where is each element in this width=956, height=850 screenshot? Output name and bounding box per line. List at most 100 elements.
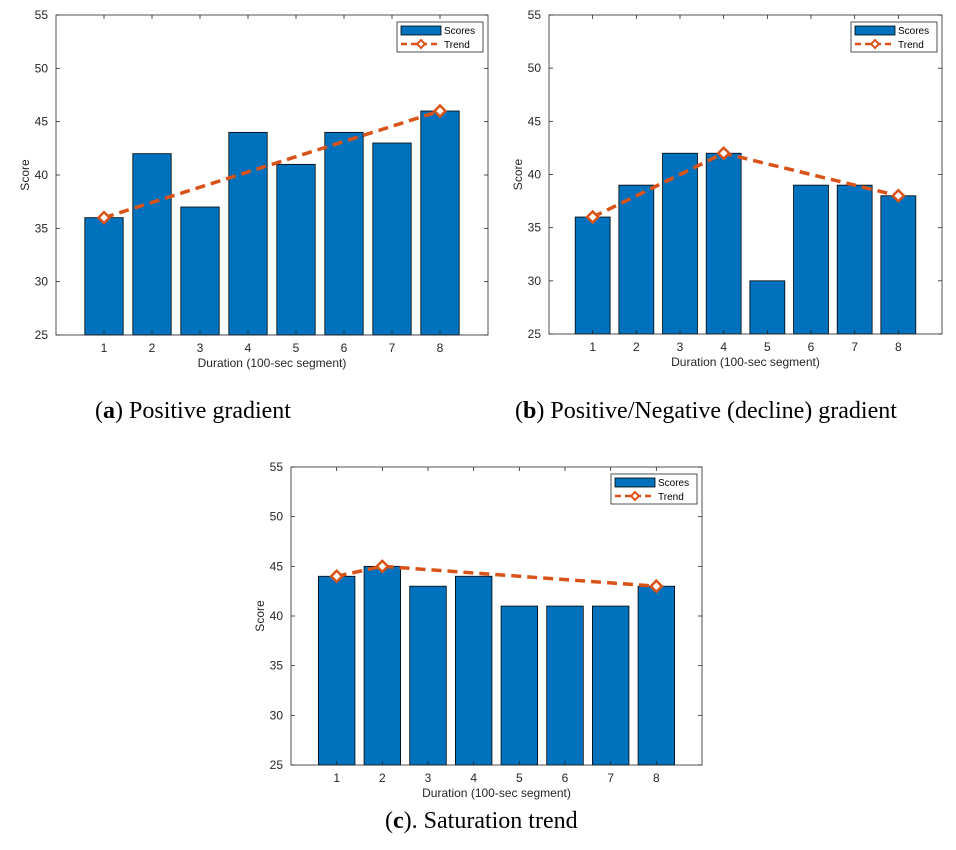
y-tick-label: 25: [270, 758, 284, 772]
trend-marker-2: [375, 559, 390, 574]
y-tick-label: 55: [35, 8, 49, 22]
x-tick-label: 1: [589, 340, 596, 354]
bar-4: [228, 131, 268, 336]
x-tick-label: 4: [720, 340, 727, 354]
legend-label-trend: Trend: [658, 492, 684, 503]
y-tick-label: 35: [35, 221, 49, 235]
legend-label-trend: Trend: [898, 40, 924, 51]
y-tick-label: 50: [270, 510, 284, 524]
y-tick-label: 30: [270, 708, 284, 722]
x-tick-label: 6: [562, 771, 569, 785]
x-tick-label: 7: [389, 341, 396, 355]
bar-1: [574, 216, 611, 335]
x-tick-label: 3: [197, 341, 204, 355]
trend-marker-2: [432, 103, 448, 119]
y-axis-label: Score: [253, 600, 267, 632]
legend-trend-marker: [415, 38, 427, 50]
y-tick-label: 45: [35, 115, 49, 129]
bar-7: [836, 184, 873, 335]
bar-7: [372, 142, 412, 336]
bar-8: [637, 585, 676, 766]
caption-c: (c). Saturation trend: [385, 808, 578, 834]
trend-marker-1: [96, 210, 112, 225]
y-tick-label: 55: [528, 8, 542, 22]
trend-marker-1: [329, 568, 344, 584]
x-tick-label: 5: [293, 341, 300, 355]
bar-7: [591, 605, 630, 766]
bar-1: [318, 575, 356, 766]
y-axis-label: Score: [18, 159, 32, 191]
bar-2: [618, 184, 655, 335]
y-tick-label: 30: [35, 275, 49, 289]
bar-3: [662, 152, 698, 335]
legend-label-scores: Scores: [444, 26, 475, 37]
trend-line: [336, 564, 657, 588]
bar-4: [705, 152, 742, 335]
y-tick-label: 30: [528, 274, 542, 288]
bar-1: [84, 217, 124, 336]
x-tick-label: 8: [895, 340, 902, 354]
bar-8: [880, 195, 917, 335]
x-tick-label: 2: [379, 771, 386, 785]
chart-panel-a: 25 30 35 40 45 50 55 1 2 3 4 5 6 7 8 Duration (100-sec …: [0, 0, 490, 385]
bar-6: [324, 131, 364, 336]
y-tick-label: 55: [270, 460, 284, 474]
y-tick-label: 40: [528, 168, 542, 182]
bar-4: [454, 575, 493, 766]
trend-line: [103, 109, 441, 220]
y-tick-label: 45: [270, 559, 284, 573]
bar-5: [276, 163, 316, 336]
x-tick-label: 3: [425, 771, 432, 785]
legend-label-scores: Scores: [658, 478, 689, 489]
bar-3: [409, 585, 447, 766]
x-tick-label: 2: [149, 341, 156, 355]
x-tick-label: 6: [808, 340, 815, 354]
trend-marker-3: [649, 578, 664, 594]
x-tick-label: 1: [101, 341, 108, 355]
x-tick-label: 1: [333, 771, 340, 785]
x-axis-label: Duration (100-sec segment): [422, 786, 571, 800]
x-tick-label: 8: [653, 771, 660, 785]
trend-marker-2: [716, 145, 731, 161]
bar-2: [363, 565, 401, 766]
y-tick-label: 35: [528, 221, 542, 235]
x-tick-label: 4: [470, 771, 477, 785]
bar-2: [132, 153, 172, 336]
legend-swatch-scores: [614, 477, 656, 488]
bar-5: [500, 605, 539, 766]
bar-6: [546, 605, 584, 766]
y-tick-label: 50: [35, 61, 49, 75]
chart-panel-b: 25 30 35 40 45 50 55 1 2 3 4 5 6 7 8 Duration (100-sec …: [490, 0, 956, 385]
bar-6: [793, 184, 829, 335]
x-tick-label: 7: [607, 771, 614, 785]
y-axis-label: Score: [511, 159, 525, 191]
legend-label-scores: Scores: [898, 26, 929, 37]
caption-b: (b) Positive/Negative (decline) gradient: [515, 398, 897, 424]
trend-marker-1: [585, 209, 600, 225]
x-tick-label: 2: [633, 340, 640, 354]
x-axis-label: Duration (100-sec segment): [671, 355, 820, 369]
bar-8: [420, 110, 460, 336]
caption-a: (a) Positive gradient: [95, 398, 291, 424]
y-tick-label: 25: [528, 327, 542, 341]
legend-trend-marker: [629, 490, 641, 502]
legend-label-trend: Trend: [444, 40, 470, 51]
x-axis-label: Duration (100-sec segment): [198, 356, 347, 370]
x-tick-label: 7: [851, 340, 858, 354]
x-tick-label: 5: [516, 771, 523, 785]
y-tick-label: 35: [270, 659, 284, 673]
y-tick-label: 50: [528, 61, 542, 75]
legend-swatch-scores: [854, 25, 896, 36]
bar-5: [749, 280, 786, 335]
y-tick-label: 40: [270, 609, 284, 623]
y-tick-label: 45: [528, 114, 542, 128]
legend-swatch-scores: [400, 25, 442, 36]
x-tick-label: 6: [341, 341, 348, 355]
bar-3: [180, 206, 220, 336]
legend-trend-marker: [869, 38, 881, 50]
x-tick-label: 5: [764, 340, 771, 354]
y-tick-label: 40: [35, 168, 49, 182]
